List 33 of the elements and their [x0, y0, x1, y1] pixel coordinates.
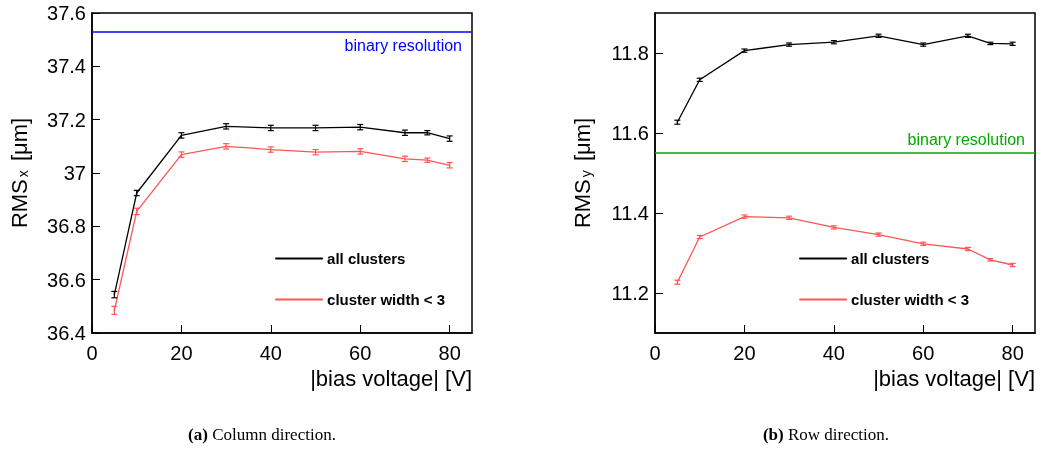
y-axis-title: RMSy [μm] [569, 117, 595, 229]
y-tick-label: 11.4 [611, 202, 649, 224]
ref-line-label: binary resolution [907, 130, 1025, 148]
text: (b) Row direction. [762, 425, 890, 445]
y-tick-label: 36.4 [47, 322, 86, 344]
x-tick-label: 80 [438, 342, 461, 364]
y-tick-label: 37.2 [47, 108, 86, 131]
y-tick-label: 37.6 [47, 2, 86, 24]
y-tick-label: 37.4 [47, 55, 86, 78]
x-tick-label: 0 [649, 342, 661, 364]
legend-label: cluster width < 3 [851, 291, 969, 308]
text: (a) Column direction. [188, 425, 336, 445]
x-tick-label: 60 [912, 342, 935, 364]
x-tick-label: 40 [822, 342, 845, 364]
x-tick-label: 80 [1001, 342, 1024, 364]
ref-line-label: binary resolution [344, 37, 462, 55]
x-axis-title: |bias voltage| [V] [873, 365, 1035, 391]
y-tick-label: 36.8 [47, 215, 86, 238]
x-tick-label: 20 [733, 342, 756, 364]
y-axis-title: RMSx [μm] [6, 117, 32, 229]
x-axis-title: |bias voltage| [V] [310, 365, 472, 391]
legend-label: cluster width < 3 [327, 291, 445, 308]
legend-label: all clusters [851, 250, 930, 267]
y-tick-label: 36.6 [47, 268, 86, 291]
y-tick-label: 11.6 [611, 122, 649, 144]
y-tick-label: 37 [63, 162, 86, 184]
legend-label: all clusters [327, 250, 406, 267]
x-tick-label: 20 [170, 342, 193, 364]
y-tick-label: 11.2 [611, 282, 649, 304]
x-tick-label: 40 [259, 342, 282, 364]
y-tick-label: 11.8 [611, 42, 649, 64]
x-tick-label: 0 [86, 342, 98, 364]
x-tick-label: 60 [349, 342, 372, 364]
